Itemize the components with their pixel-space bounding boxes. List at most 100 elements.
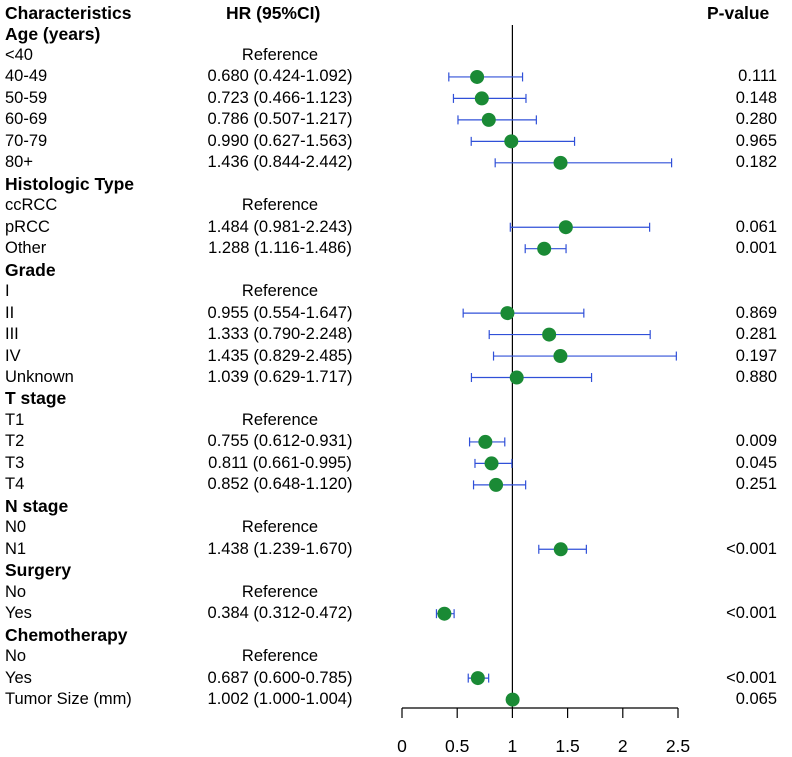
p-value: <0.001 [726, 668, 777, 687]
group-header: T stage [5, 388, 67, 409]
row-label: 70-79 [5, 131, 48, 150]
x-tick-label: 1 [508, 736, 518, 756]
hr-point [504, 134, 519, 149]
hr-point [537, 241, 552, 256]
header-hr: HR (95%CI) [226, 3, 321, 23]
hr-point [553, 155, 568, 170]
hr-ci-value: 0.955 (0.554-1.647) [207, 303, 353, 322]
row-label: IV [5, 346, 21, 365]
row-label: 50-59 [5, 88, 48, 107]
row-label: N0 [5, 518, 27, 537]
row-label: <40 [5, 45, 33, 64]
hr-point [553, 349, 568, 364]
group-header: Histologic Type [5, 173, 134, 194]
p-value: 0.251 [735, 475, 777, 494]
p-value: 0.197 [735, 346, 777, 365]
hr-ci-value: Reference [241, 45, 319, 64]
hr-ci-value: 0.755 (0.612-0.931) [207, 432, 353, 451]
hr-point [505, 692, 520, 707]
row-label: T4 [5, 475, 25, 494]
hr-ci-value: 0.384 (0.312-0.472) [207, 604, 353, 623]
hr-point [470, 69, 485, 84]
row-label: pRCC [5, 217, 50, 236]
hr-ci-value: 1.438 (1.239-1.670) [207, 539, 353, 558]
p-value: <0.001 [726, 604, 777, 623]
row-label: 40-49 [5, 67, 48, 86]
row-label: T2 [5, 432, 25, 451]
hr-ci-value: 0.990 (0.627-1.563) [207, 131, 353, 150]
hr-point [470, 671, 485, 686]
row-label: Tumor Size (mm) [5, 690, 132, 709]
row-label: No [5, 647, 27, 666]
hr-ci-value: 1.436 (0.844-2.442) [207, 153, 353, 172]
p-value: 0.880 [735, 368, 777, 387]
row-label: T3 [5, 453, 25, 472]
hr-ci-value: Reference [241, 410, 319, 429]
hr-ci-value: 1.484 (0.981-2.243) [207, 217, 353, 236]
hr-point [484, 456, 499, 471]
p-value: 0.280 [735, 110, 777, 129]
hr-ci-value: Reference [241, 582, 319, 601]
group-header: Age (years) [5, 23, 101, 44]
row-label: 80+ [5, 153, 33, 172]
p-value: 0.045 [735, 453, 777, 472]
row-label: N1 [5, 539, 27, 558]
hr-ci-value: 0.786 (0.507-1.217) [207, 110, 353, 129]
hr-ci-value: Reference [241, 196, 319, 215]
x-tick-label: 2 [618, 736, 628, 756]
hr-ci-value: 1.435 (0.829-2.485) [207, 346, 353, 365]
p-value: <0.001 [726, 539, 777, 558]
p-value: 0.111 [738, 67, 777, 86]
header-pvalue: P-value [707, 3, 770, 23]
p-value: 0.009 [735, 432, 777, 451]
p-value: 0.148 [735, 88, 777, 107]
row-label: III [5, 325, 19, 344]
hr-point [500, 306, 515, 321]
hr-point [478, 434, 493, 449]
hr-ci-value: 1.002 (1.000-1.004) [207, 690, 353, 709]
row-label: Yes [5, 604, 32, 623]
group-header: Chemotherapy [5, 624, 128, 645]
p-value: 0.001 [735, 239, 777, 258]
hr-ci-value: Reference [241, 518, 319, 537]
hr-point [542, 327, 557, 342]
p-value: 0.965 [735, 131, 777, 150]
hr-point [553, 542, 568, 557]
hr-ci-value: 0.687 (0.600-0.785) [207, 668, 353, 687]
row-label: Unknown [5, 368, 74, 387]
hr-ci-value: 1.333 (0.790-2.248) [207, 325, 353, 344]
hr-ci-value: 0.723 (0.466-1.123) [207, 88, 353, 107]
hr-ci-value: 0.680 (0.424-1.092) [207, 67, 353, 86]
x-tick-label: 0 [397, 736, 407, 756]
hr-ci-value: 0.852 (0.648-1.120) [207, 475, 353, 494]
row-label: 60-69 [5, 110, 48, 129]
row-label: II [5, 303, 15, 322]
hr-ci-value: Reference [241, 647, 319, 666]
hr-ci-value: 1.039 (0.629-1.717) [207, 368, 353, 387]
x-tick-label: 0.5 [445, 736, 469, 756]
hr-point [509, 370, 524, 385]
hr-point [481, 112, 496, 127]
header-characteristics: Characteristics [5, 3, 132, 23]
row-label: I [5, 282, 10, 301]
p-value: 0.281 [735, 325, 777, 344]
p-value: 0.182 [735, 153, 777, 172]
row-label: Yes [5, 668, 32, 687]
row-label: No [5, 582, 27, 601]
hr-point [489, 477, 504, 492]
p-value: 0.065 [735, 690, 777, 709]
x-tick-label: 1.5 [555, 736, 579, 756]
group-header: Grade [5, 259, 56, 280]
hr-ci-value: 0.811 (0.661-0.995) [208, 453, 352, 472]
group-header: Surgery [5, 560, 72, 581]
hr-point [474, 91, 489, 106]
row-label: T1 [5, 410, 25, 429]
row-label: Other [5, 239, 47, 258]
p-value: 0.869 [735, 303, 777, 322]
group-header: N stage [5, 495, 69, 516]
hr-point [437, 606, 452, 621]
hr-ci-value: Reference [241, 282, 319, 301]
x-tick-label: 2.5 [666, 736, 690, 756]
hr-ci-value: 1.288 (1.116-1.486) [208, 239, 352, 258]
